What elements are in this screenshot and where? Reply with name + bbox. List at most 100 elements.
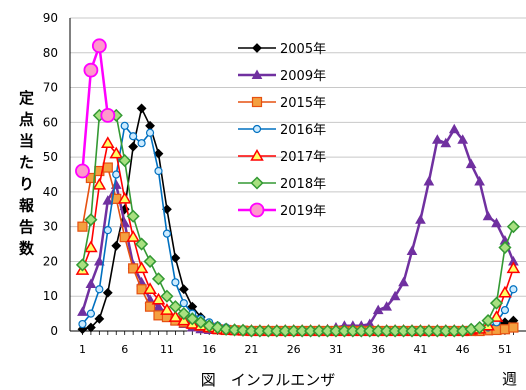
y-axis-label-char: 定 xyxy=(19,89,34,107)
data-point-2018 xyxy=(422,324,436,338)
data-point-2017 xyxy=(117,191,132,204)
data-point-2018 xyxy=(118,154,132,168)
data-point-2005 xyxy=(102,287,113,298)
data-point-2018 xyxy=(481,314,495,328)
x-tick-label: 31 xyxy=(329,343,343,356)
data-point-2018 xyxy=(396,324,411,338)
data-point-2009 xyxy=(465,158,477,169)
data-point-2018 xyxy=(354,324,368,338)
legend-marker xyxy=(251,69,263,79)
data-point-2017 xyxy=(134,261,149,274)
data-point-2009 xyxy=(491,217,502,228)
data-point-2009 xyxy=(406,245,418,256)
data-point-2009 xyxy=(398,276,409,287)
y-tick-label: 10 xyxy=(43,289,58,303)
x-tick-label: 46 xyxy=(456,343,470,356)
data-point-2016 xyxy=(500,306,510,315)
data-point-2009 xyxy=(448,123,460,134)
series-line-2018 xyxy=(81,114,515,332)
data-point-2018 xyxy=(219,322,233,336)
data-point-2018 xyxy=(380,324,394,338)
data-point-2017 xyxy=(160,303,174,315)
data-point-2016 xyxy=(509,285,518,294)
data-point-2005 xyxy=(111,240,122,251)
data-point-2016 xyxy=(154,166,163,176)
data-point-2018 xyxy=(447,324,461,338)
data-point-2018 xyxy=(413,324,428,338)
data-point-2005 xyxy=(85,322,96,333)
legend-marker xyxy=(249,202,265,218)
x-tick-label: 11 xyxy=(160,343,174,356)
data-point-2017 xyxy=(506,261,521,274)
legend-marker xyxy=(251,96,263,108)
data-point-2009 xyxy=(440,137,452,148)
data-point-2017 xyxy=(126,230,140,242)
y-axis-label-char: 報 xyxy=(19,197,35,215)
data-point-2018 xyxy=(270,324,284,338)
data-point-2018 xyxy=(135,237,149,251)
data-point-2015 xyxy=(153,310,164,321)
data-point-2017 xyxy=(143,282,157,295)
data-point-2018 xyxy=(430,324,444,338)
data-point-2018 xyxy=(489,296,504,310)
data-point-2018 xyxy=(346,324,360,338)
data-point-2018 xyxy=(363,324,377,338)
series-2019 xyxy=(75,38,116,179)
data-point-2018 xyxy=(439,324,453,338)
data-point-2018 xyxy=(143,254,157,269)
data-point-2019 xyxy=(83,62,99,78)
data-point-2009 xyxy=(389,290,401,301)
x-tick-label: 41 xyxy=(413,343,427,356)
data-point-2017 xyxy=(168,310,183,322)
data-point-2009 xyxy=(85,278,97,289)
y-axis-label-char: り xyxy=(19,175,34,193)
data-point-2016 xyxy=(179,299,188,308)
y-tick-label: 20 xyxy=(43,254,58,268)
x-tick-label: 16 xyxy=(202,343,216,356)
data-point-2018 xyxy=(84,213,98,227)
data-point-2005 xyxy=(170,253,181,263)
data-point-2018 xyxy=(177,307,191,321)
data-point-2017 xyxy=(109,146,124,159)
data-point-2017 xyxy=(151,292,166,305)
legend-entry-2019: 2019年 xyxy=(238,202,326,219)
y-tick-label: 50 xyxy=(43,150,58,164)
y-axis-label-char: た xyxy=(19,154,34,172)
data-point-2018 xyxy=(202,319,216,333)
data-point-2009 xyxy=(372,304,384,315)
y-tick-label: 30 xyxy=(43,220,58,234)
figure-caption: 図 インフルエンザ xyxy=(201,371,336,389)
data-point-2009 xyxy=(77,306,88,316)
data-point-2018 xyxy=(498,240,512,255)
data-point-2018 xyxy=(160,289,174,303)
y-axis-label-char: 数 xyxy=(19,240,35,258)
data-point-2017 xyxy=(498,285,512,298)
data-point-2009 xyxy=(153,301,164,311)
data-point-2016 xyxy=(162,229,172,238)
data-point-2018 xyxy=(337,324,351,338)
legend-entry-2009: 2009年 xyxy=(238,69,326,84)
data-point-2009 xyxy=(431,134,443,144)
data-point-2018 xyxy=(227,323,242,337)
data-point-2016 xyxy=(86,309,96,318)
y-tick-label: 70 xyxy=(43,81,58,95)
x-tick-label: 26 xyxy=(287,343,301,356)
series-2017 xyxy=(75,136,521,336)
y-tick-label: 90 xyxy=(43,11,58,25)
data-point-2018 xyxy=(405,324,419,338)
data-point-2016 xyxy=(112,170,121,179)
data-point-2015 xyxy=(102,162,113,173)
data-point-2018 xyxy=(168,300,182,314)
series-lines xyxy=(75,38,521,338)
x-tick-label: 6 xyxy=(121,343,128,356)
y-tick-label: 40 xyxy=(43,185,58,199)
legend-label: 2015年 xyxy=(280,96,326,111)
data-point-2018 xyxy=(329,324,343,338)
data-point-2016 xyxy=(120,121,129,130)
data-point-2018 xyxy=(287,324,301,338)
series-line-2005 xyxy=(82,107,514,332)
legend-marker xyxy=(252,43,262,53)
data-point-2018 xyxy=(261,324,275,338)
